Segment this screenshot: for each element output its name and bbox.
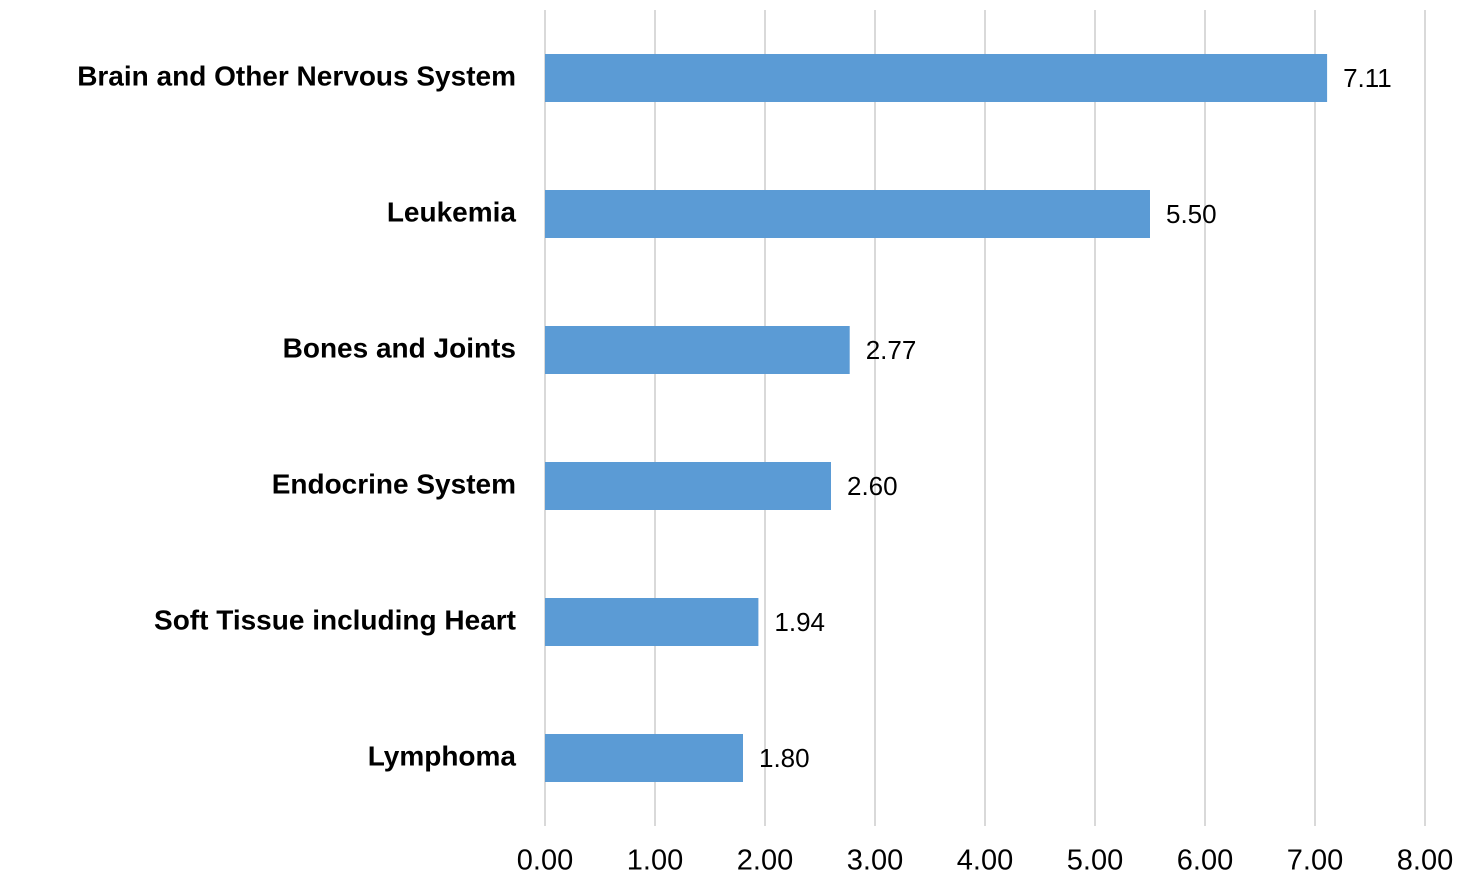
bar	[545, 598, 759, 646]
bar	[545, 190, 1150, 238]
value-label: 2.60	[847, 471, 898, 501]
x-tick-label: 4.00	[957, 845, 1013, 877]
x-tick-label: 6.00	[1177, 845, 1233, 877]
bar	[545, 54, 1328, 102]
x-tick-label: 8.00	[1397, 845, 1453, 877]
bar	[545, 462, 831, 510]
category-label: Lymphoma	[368, 740, 517, 771]
value-label: 1.80	[759, 743, 810, 773]
bar	[545, 326, 850, 374]
category-label: Soft Tissue including Heart	[154, 604, 516, 635]
category-label: Leukemia	[387, 196, 517, 227]
value-label: 5.50	[1166, 199, 1217, 229]
x-tick-label: 1.00	[627, 845, 683, 877]
value-label: 2.77	[866, 335, 917, 365]
bar	[545, 734, 743, 782]
value-label: 7.11	[1343, 63, 1392, 93]
x-tick-label: 7.00	[1287, 845, 1343, 877]
x-tick-label: 0.00	[517, 845, 573, 877]
x-tick-label: 5.00	[1067, 845, 1123, 877]
value-label: 1.94	[774, 607, 825, 637]
x-tick-label: 3.00	[847, 845, 903, 877]
category-label: Brain and Other Nervous System	[77, 60, 516, 91]
category-label: Endocrine System	[272, 468, 516, 499]
category-label: Bones and Joints	[283, 332, 516, 363]
x-tick-label: 2.00	[737, 845, 793, 877]
